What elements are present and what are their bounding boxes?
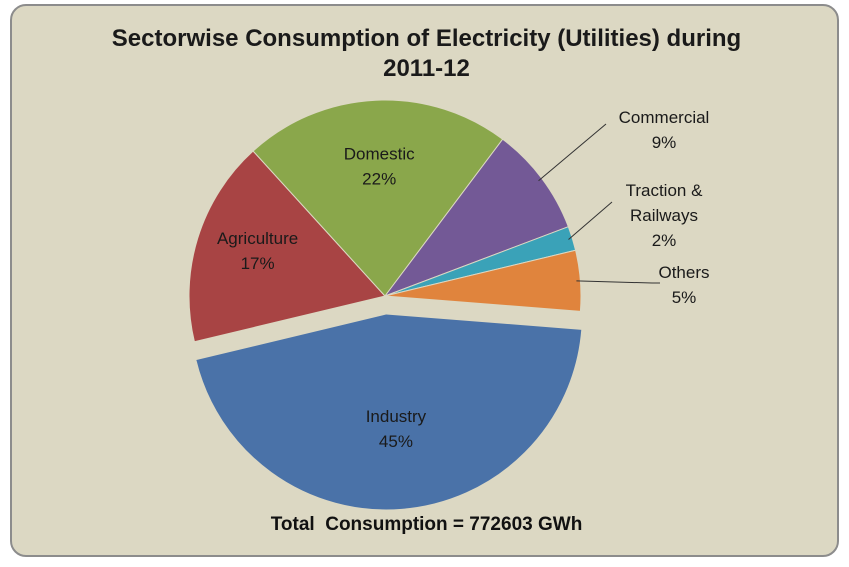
chart-title-line-1: Sectorwise Consumption of Electricity (U… (111, 25, 742, 52)
slice-percent-agriculture: 17% (241, 254, 275, 273)
slice-label-others: Others 5% (658, 263, 709, 307)
chart-title-line-2: 2011-12 (383, 55, 470, 82)
slice-label-commercial: Commercial 9% (619, 108, 710, 152)
pie-slice-agriculture (188, 150, 386, 343)
slice-label-domestic: Domestic 22% (344, 145, 415, 189)
slice-percent-domestic: 22% (362, 170, 396, 189)
chart-panel: Sectorwise Consumption of Electricity (U… (10, 4, 839, 557)
slice-label-agriculture: Agriculture 17% (217, 229, 298, 273)
slice-name-commercial: Commercial (619, 108, 710, 127)
slice-name-others: Others (658, 263, 709, 282)
slice-name-traction-railways: Railways (630, 206, 698, 225)
slice-label-traction-railways: Traction & Railways 2% (626, 181, 704, 250)
slice-percent-commercial: 9% (652, 133, 677, 152)
chart-title: Sectorwise Consumption of Electricity (U… (12, 24, 837, 84)
pie-slice-domestic (252, 99, 504, 297)
total-consumption-footer: Total Consumption = 772603 GWh (270, 514, 583, 535)
slice-name-domestic: Domestic (344, 145, 415, 164)
slice-label-industry: Industry 45% (366, 407, 427, 451)
slice-percent-industry: 45% (379, 432, 413, 451)
slice-percent-traction-railways: 2% (652, 231, 677, 250)
pie-chart: Industry 45% Agriculture 17% Domestic 22% Comm… (188, 99, 710, 511)
slice-name-traction-railways: Traction & (626, 181, 704, 200)
slice-percent-others: 5% (672, 288, 697, 307)
leader-line-others (576, 280, 660, 284)
slice-name-agriculture: Agriculture (217, 229, 298, 248)
slice-name-industry: Industry (366, 407, 427, 426)
leader-line-commercial (538, 123, 607, 182)
leader-line-traction-railways (568, 201, 613, 240)
pie-slice-industry (195, 313, 583, 511)
